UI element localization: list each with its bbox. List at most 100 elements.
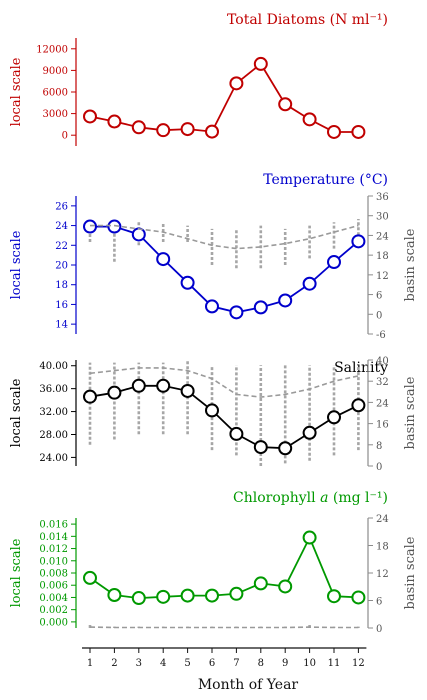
data-point [229, 76, 244, 91]
data-point [205, 124, 219, 139]
right-tick-label: 0 [376, 310, 382, 321]
data-point [278, 579, 293, 594]
left-tick-label: 24.00 [39, 453, 68, 464]
data-point [351, 398, 366, 413]
data-point [253, 576, 268, 591]
title-part: (mg l⁻¹) [328, 490, 388, 506]
data-point [83, 109, 97, 124]
left-tick-label: 18 [55, 280, 68, 291]
data-point [205, 403, 219, 418]
left-tick-label: 0.010 [39, 556, 68, 567]
left-tick-label: 9000 [43, 66, 68, 77]
panel-3: Salinity 0 8 16 24 32 40 basin scale 24.00 28.00 3… [9, 356, 418, 473]
data-point [302, 276, 317, 291]
x-axis-label: Month of Year [198, 677, 299, 693]
left-tick-label: 16 [55, 300, 68, 311]
data-point [278, 441, 293, 456]
data-point [156, 589, 171, 604]
left-tick-label: 20 [55, 261, 68, 272]
data-point [229, 426, 244, 441]
left-tick-label: 40.00 [39, 361, 68, 372]
title-part: Chlorophyll [233, 490, 320, 506]
data-point [156, 123, 171, 138]
right-tick-label: 16 [376, 420, 389, 431]
right-tick-label: 6 [376, 597, 382, 608]
left-tick-label: 0 [62, 131, 68, 142]
panel-1: Total Diatoms (N ml⁻¹) 0 3000 6000 9000 12000… [9, 12, 388, 146]
right-tick-label: 32 [376, 377, 389, 388]
data-point [107, 588, 122, 602]
right-axis-label: basin scale [403, 376, 418, 449]
right-tick-label: 18 [376, 542, 389, 553]
local-series-line [89, 384, 359, 450]
data-point [131, 227, 146, 242]
data-point [180, 122, 195, 137]
data-point [131, 378, 146, 393]
local-series-line [89, 535, 359, 600]
right-tick-label: 24 [376, 514, 389, 525]
panel-2: Temperature (°C) -6 0 6 12 18 24 30 36 basin scal… [9, 172, 418, 341]
x-tick-label: 4 [160, 658, 166, 669]
data-point [302, 112, 317, 127]
data-point [107, 385, 122, 400]
x-tick-label: 5 [184, 658, 190, 669]
basin-mean-line [89, 367, 359, 398]
data-point [351, 234, 366, 249]
data-point [156, 378, 171, 393]
x-tick-label: 8 [258, 658, 264, 669]
x-tick-label: 10 [303, 658, 316, 669]
data-point [253, 440, 268, 455]
data-point [83, 570, 97, 585]
data-point [180, 588, 195, 603]
data-point [302, 425, 317, 440]
left-tick-label: 36.00 [39, 384, 68, 395]
x-tick-label: 12 [352, 658, 365, 669]
data-point [131, 120, 146, 135]
left-tick-label: 0.014 [39, 532, 68, 543]
left-tick-label: 0.008 [39, 569, 68, 580]
right-tick-label: 6 [376, 291, 382, 302]
right-axis-label: basin scale [403, 536, 418, 609]
left-tick-label: 32.00 [39, 407, 68, 418]
right-tick-label: 12 [376, 569, 389, 580]
local-series-line [89, 62, 359, 133]
left-axis-label: local scale [9, 57, 24, 126]
left-tick-label: 0.016 [39, 520, 68, 531]
right-tick-label: 0 [376, 462, 382, 473]
left-tick-label: 12000 [36, 44, 68, 55]
x-tick-label: 6 [209, 658, 215, 669]
x-tick-label: 2 [111, 658, 117, 669]
data-point [278, 97, 293, 112]
x-tick-label: 7 [233, 658, 239, 669]
data-point [205, 299, 219, 314]
data-point [351, 124, 366, 139]
right-tick-label: 40 [376, 356, 389, 367]
right-tick-label: 8 [376, 441, 382, 452]
data-point [327, 410, 341, 425]
right-axis-label: basin scale [403, 228, 418, 301]
left-tick-label: 6000 [43, 88, 68, 99]
left-tick-label: 0.012 [39, 544, 68, 555]
x-tick-label: 1 [87, 658, 93, 669]
left-tick-label: 0.002 [39, 605, 68, 616]
left-tick-label: 28.00 [39, 430, 68, 441]
left-tick-label: 0.006 [39, 581, 68, 592]
x-tick-label: 9 [282, 658, 288, 669]
data-point [302, 530, 317, 545]
left-tick-label: 26 [55, 201, 68, 212]
right-tick-label: 36 [376, 192, 389, 203]
right-tick-label: 24 [376, 231, 389, 242]
data-point [229, 586, 244, 601]
panel-title: Salinity [334, 360, 388, 376]
title-part-italic: a [320, 490, 328, 506]
left-tick-label: 24 [55, 221, 68, 232]
data-point [278, 293, 293, 308]
right-tick-label: 12 [376, 271, 389, 282]
x-tick-label: 11 [328, 658, 341, 669]
data-point [180, 383, 195, 398]
data-point [107, 219, 122, 234]
left-tick-label: 14 [55, 320, 68, 331]
data-point [253, 300, 268, 315]
left-axis-label: local scale [9, 538, 24, 607]
panel-title: Total Diatoms (N ml⁻¹) [227, 12, 388, 28]
